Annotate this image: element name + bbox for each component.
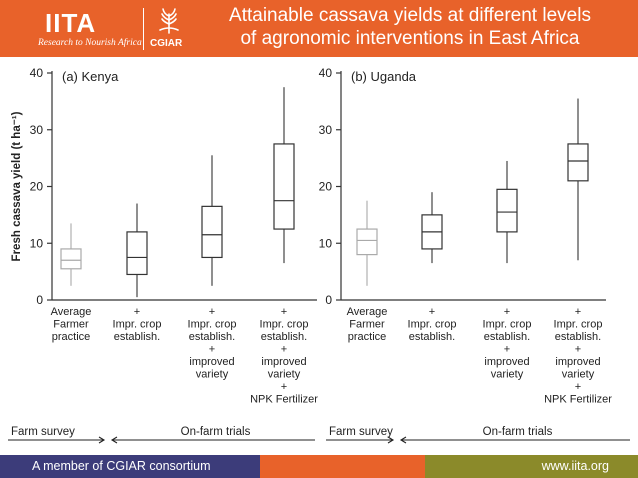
category-label-line: +	[281, 381, 287, 393]
trial-bracket: Farm survey On-farm trials	[326, 426, 630, 444]
y-tick-label: 30	[30, 123, 44, 137]
category-label-line: NPK Fertilizer	[544, 394, 612, 406]
category-label-line: improved	[261, 356, 306, 368]
footer-left-band	[0, 455, 260, 478]
boxplot-figure: 0 10 20 30 40 (a) Kenya Fresh cassava yield (t…	[8, 66, 630, 444]
category-label-line: +	[209, 344, 215, 356]
category-label-line: +	[209, 306, 215, 318]
y-tick-label: 40	[319, 66, 333, 80]
iita-logo: IITA	[45, 8, 97, 38]
category-label-line: improved	[484, 356, 529, 368]
category-label-line: Impr. crop	[113, 319, 162, 331]
category-label-line: NPK Fertilizer	[250, 394, 318, 406]
iqr-box	[356, 228, 378, 256]
category-label-line: establish.	[114, 331, 160, 343]
logo-divider	[143, 8, 144, 50]
footer-website-link[interactable]: www.iita.org	[541, 459, 609, 473]
bracket-arrow-right	[387, 436, 395, 444]
category-label-line: +	[504, 306, 510, 318]
slide-title-line1: Attainable cassava yields at different l…	[229, 5, 591, 26]
category-label-line: variety	[268, 369, 301, 381]
category-label-line: Impr. crop	[260, 319, 309, 331]
category-label-line: establish.	[555, 331, 601, 343]
category-label-line: practice	[52, 331, 91, 343]
y-axis-label: Fresh cassava yield (t ha⁻¹)	[11, 111, 23, 261]
category-label-line: +	[281, 306, 287, 318]
category-label-line: Impr. crop	[188, 319, 237, 331]
iqr-box	[126, 231, 148, 276]
category-label-line: +	[575, 381, 581, 393]
iqr-box	[201, 205, 223, 259]
iqr-box	[60, 248, 82, 270]
panel-label: (b) Uganda	[351, 69, 417, 84]
category-label-line: improved	[555, 356, 600, 368]
category-label-line: improved	[189, 356, 234, 368]
y-tick-label: 10	[319, 236, 333, 250]
iqr-box	[496, 188, 518, 233]
category-label-line: Impr. crop	[408, 319, 457, 331]
slide-title: Attainable cassava yields at different l…	[205, 4, 615, 50]
category-label-line: Average	[347, 306, 388, 318]
y-tick-label: 0	[36, 293, 43, 307]
category-label-line: Impr. crop	[483, 319, 532, 331]
y-tick-label: 40	[30, 66, 44, 80]
trial-bracket: Farm survey On-farm trials	[8, 426, 315, 444]
bracket-arrow-left	[399, 436, 407, 444]
box-4: +Impr. cropestablish.+improvedvariety+NP…	[544, 98, 612, 406]
header-bar	[0, 0, 638, 57]
y-tick-label: 0	[325, 293, 332, 307]
bracket-arrow-left	[110, 436, 118, 444]
panel-label: (a) Kenya	[62, 69, 119, 84]
y-tick-label: 20	[319, 180, 333, 194]
on-farm-trials-label: On-farm trials	[181, 426, 251, 438]
category-label-line: establish.	[189, 331, 235, 343]
category-label-line: +	[504, 344, 510, 356]
category-label-line: +	[281, 344, 287, 356]
category-label-line: +	[429, 306, 435, 318]
bracket-arrow-right	[98, 436, 106, 444]
category-label-line: Farmer	[349, 319, 385, 331]
category-label-line: Farmer	[53, 319, 89, 331]
panel-2: 0 10 20 30 40 (b) Uganda AverageFarmerpractice…	[319, 66, 630, 444]
category-label-line: establish.	[261, 331, 307, 343]
box-4: +Impr. cropestablish.+improvedvariety+NP…	[250, 87, 318, 406]
iqr-box	[273, 143, 295, 230]
category-label-line: Average	[51, 306, 92, 318]
y-tick-label: 10	[30, 236, 44, 250]
category-label-line: Impr. crop	[554, 319, 603, 331]
category-label-line: variety	[562, 369, 595, 381]
farm-survey-label: Farm survey	[11, 426, 75, 438]
panel-1: 0 10 20 30 40 (a) Kenya Fresh cassava yield (t…	[8, 66, 318, 444]
cgiar-logo-text: CGIAR	[150, 38, 183, 49]
on-farm-trials-label: On-farm trials	[483, 426, 553, 438]
category-label-line: +	[575, 344, 581, 356]
y-tick-label: 30	[319, 123, 333, 137]
category-label-line: variety	[196, 369, 229, 381]
category-label-line: variety	[491, 369, 524, 381]
category-label-line: practice	[348, 331, 387, 343]
footer-consortium-text: A member of CGIAR consortium	[32, 459, 211, 473]
iita-logo-tagline: Research to Nourish Africa	[38, 38, 142, 48]
cgiar-wheat-icon	[159, 8, 179, 34]
category-label-line: establish.	[409, 331, 455, 343]
footer-right-band	[425, 455, 638, 478]
slide-title-line2: of agronomic interventions in East Afric…	[240, 28, 580, 49]
category-label-line: establish.	[484, 331, 530, 343]
category-label-line: +	[575, 306, 581, 318]
farm-survey-label: Farm survey	[329, 426, 393, 438]
y-tick-label: 20	[30, 180, 44, 194]
category-label-line: +	[134, 306, 140, 318]
iqr-box	[567, 143, 589, 182]
footer-mid-band	[260, 455, 425, 478]
